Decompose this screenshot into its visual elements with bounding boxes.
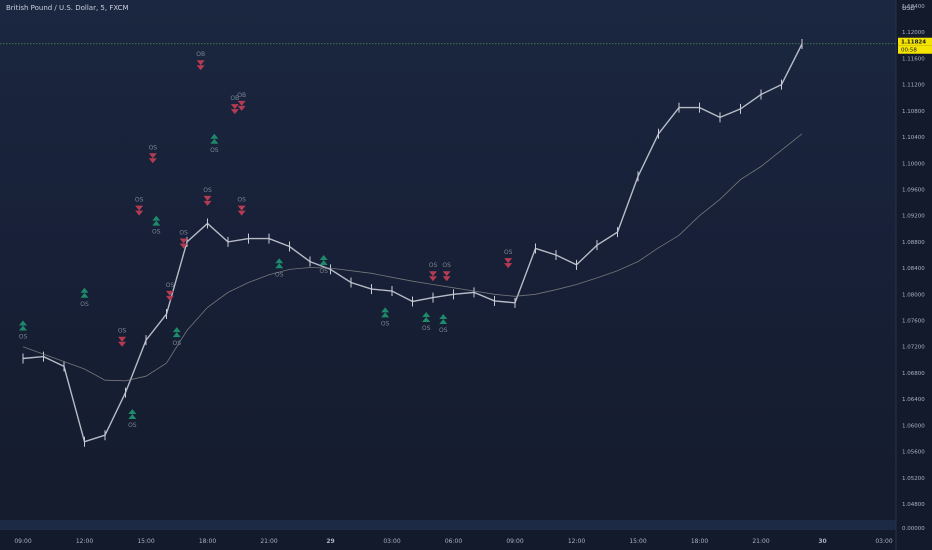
time-tick-label: 09:00 [506, 538, 523, 545]
countdown-badge [898, 45, 932, 54]
time-tick-label: 18:00 [691, 538, 708, 545]
bull-signal-arrow [422, 312, 431, 323]
price-tick-label: 0.00000 [902, 526, 925, 532]
bear-signal-label: OB [230, 95, 239, 102]
time-tick-label: 18:00 [199, 538, 216, 545]
time-tick-label: 29 [326, 538, 334, 545]
bull-signal-arrow [275, 258, 284, 269]
price-tick-label: 1.04800 [902, 502, 925, 508]
bear-signal-arrow [179, 238, 188, 249]
bear-signal-arrow [429, 271, 437, 282]
bull-signal-label: OS [19, 334, 28, 341]
time-tick-label: 21:00 [752, 538, 769, 545]
bull-signal-label: OS [210, 147, 219, 154]
currency-label: USD [902, 5, 915, 12]
bull-signal-arrow [19, 320, 27, 331]
bear-signal-label: OS [118, 328, 127, 335]
bear-signal-arrow [148, 153, 157, 164]
bottom-band [0, 520, 896, 530]
bull-signal-label: OS [275, 271, 284, 278]
bull-signal-label: OS [172, 340, 181, 347]
bear-signal-arrow [135, 205, 144, 216]
price-tick-label: 1.06000 [902, 423, 925, 429]
bull-signal-label: OS [319, 268, 328, 275]
bull-signal-arrow [381, 307, 390, 318]
price-tick-label: 1.07200 [902, 345, 925, 351]
bear-signal-label: OS [166, 282, 175, 289]
bull-signal-arrow [128, 408, 137, 419]
price-tick-label: 1.10800 [902, 109, 925, 115]
bear-signal-arrow [203, 195, 212, 206]
countdown-label: 00:58 [901, 48, 917, 54]
price-tick-label: 1.12000 [902, 30, 925, 36]
bull-signal-label: OS [80, 301, 89, 308]
time-tick-label: 06:00 [445, 538, 462, 545]
bear-signal-arrow [442, 271, 451, 282]
time-tick-label: 09:00 [14, 538, 31, 545]
price-tick-label: 1.08400 [902, 266, 925, 272]
price-tick-label: 1.11600 [902, 56, 925, 62]
bull-signal-arrow [319, 255, 328, 265]
price-series-line [22, 43, 803, 443]
bull-signal-arrow [80, 287, 89, 298]
price-tick-label: 1.06800 [902, 371, 925, 377]
symbol-title: British Pound / U.S. Dollar, 5, FXCM [6, 4, 129, 12]
price-tick-label: 1.06400 [902, 397, 925, 403]
bull-signal-label: OS [439, 327, 448, 334]
time-tick-label: 12:00 [568, 538, 585, 545]
time-axis-panel [0, 530, 932, 550]
bear-signal-label: OS [429, 262, 438, 269]
time-tick-label: 03:00 [875, 538, 892, 545]
bull-signal-arrow [152, 215, 161, 226]
price-tick-label: 1.09200 [902, 214, 925, 220]
bear-signal-label: OS [442, 262, 451, 269]
bear-signal-arrow [196, 60, 205, 71]
bull-signal-label: OS [152, 229, 161, 236]
price-tick-label: 1.08800 [902, 240, 925, 246]
time-tick-label: 15:00 [629, 538, 646, 545]
bear-signal-label: OS [149, 144, 158, 151]
price-tick-label: 1.07600 [902, 319, 925, 325]
bull-signal-label: OS [422, 325, 431, 332]
time-tick-label: 12:00 [76, 538, 93, 545]
bull-signal-arrow [172, 327, 181, 338]
bull-signal-arrow [439, 313, 448, 324]
price-tick-label: 1.10400 [902, 135, 925, 141]
time-tick-label: 15:00 [137, 538, 154, 545]
bear-signal-arrow [237, 205, 246, 216]
bear-signal-arrow [504, 258, 513, 269]
bull-signal-arrow [210, 133, 219, 144]
price-tick-label: 1.10000 [902, 161, 925, 167]
price-axis-panel [896, 0, 932, 550]
price-tick-label: 1.09600 [902, 187, 925, 193]
bear-signal-label: OB [237, 92, 246, 99]
current-price-badge [898, 37, 932, 46]
bear-signal-label: OS [504, 249, 513, 256]
bull-signal-label: OS [381, 320, 390, 327]
bear-signal-label: OS [237, 197, 246, 204]
time-tick-label: 30 [818, 538, 826, 545]
price-tick-label: 1.08000 [902, 292, 925, 298]
bear-signal-label: OS [135, 197, 144, 204]
price-tick-label: 1.12400 [902, 4, 925, 10]
bear-signal-label: OS [179, 229, 188, 236]
moving-average-line [22, 133, 803, 382]
current-price-label: 1.11824 [901, 40, 926, 46]
bear-signal-label: OS [203, 187, 212, 194]
bear-signal-arrow [230, 104, 239, 115]
bear-signal-arrow [165, 290, 174, 301]
bear-signal-label: OB [196, 51, 205, 58]
time-tick-label: 03:00 [383, 538, 400, 545]
bull-signal-label: OS [128, 422, 137, 429]
price-tick-label: 1.11200 [902, 83, 925, 89]
time-tick-label: 21:00 [260, 538, 277, 545]
price-tick-label: 1.05200 [902, 476, 925, 482]
bear-signal-arrow [118, 336, 127, 347]
bear-signal-arrow [237, 100, 246, 111]
price-tick-label: 1.05600 [902, 450, 925, 456]
